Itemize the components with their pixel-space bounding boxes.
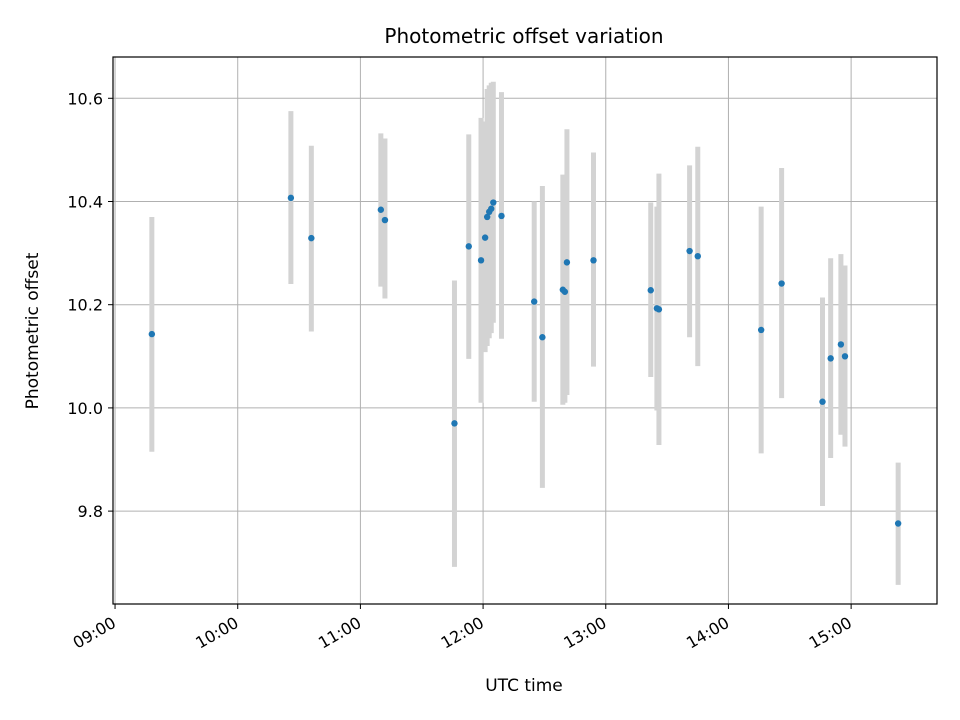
data-point — [477, 257, 485, 264]
data-point — [490, 199, 497, 206]
data-point — [837, 341, 845, 348]
data-point — [308, 234, 315, 242]
data-point — [655, 306, 663, 313]
data-point — [377, 206, 385, 213]
y-tick-label: 10.6 — [67, 89, 103, 108]
data-point — [451, 420, 458, 427]
plot-frame — [112, 56, 938, 605]
data-point — [498, 212, 505, 220]
data-point — [647, 287, 654, 294]
grid — [113, 57, 937, 604]
y-axis-label: Photometric offset — [23, 252, 43, 409]
data-point — [894, 520, 902, 527]
data-point — [841, 353, 849, 360]
y-tick-label: 10.4 — [67, 192, 103, 211]
chart-title: Photometric offset variation — [384, 24, 663, 48]
data-point — [757, 326, 765, 334]
data-point — [561, 288, 569, 295]
data-point — [483, 213, 491, 221]
data-point — [539, 334, 546, 341]
data-point — [481, 234, 489, 241]
x-axis-label: UTC time — [485, 676, 563, 696]
data-point — [827, 355, 834, 362]
data-point — [778, 280, 785, 287]
data-point — [381, 216, 389, 224]
y-axis: 9.8 10.0 10.2 10.4 10.6 — [67, 89, 113, 521]
data-point — [465, 243, 472, 250]
data-point — [694, 252, 701, 260]
data-point — [563, 259, 571, 266]
data-point — [819, 398, 826, 405]
data-point — [686, 247, 693, 255]
data-point — [488, 205, 495, 212]
data-point — [590, 257, 597, 264]
y-tick-label: 9.8 — [78, 502, 103, 521]
data-points — [148, 194, 902, 527]
data-point — [531, 298, 538, 305]
data-point — [287, 194, 295, 202]
data-point — [148, 330, 156, 338]
y-tick-label: 10.0 — [67, 399, 103, 418]
y-tick-label: 10.2 — [67, 296, 103, 315]
